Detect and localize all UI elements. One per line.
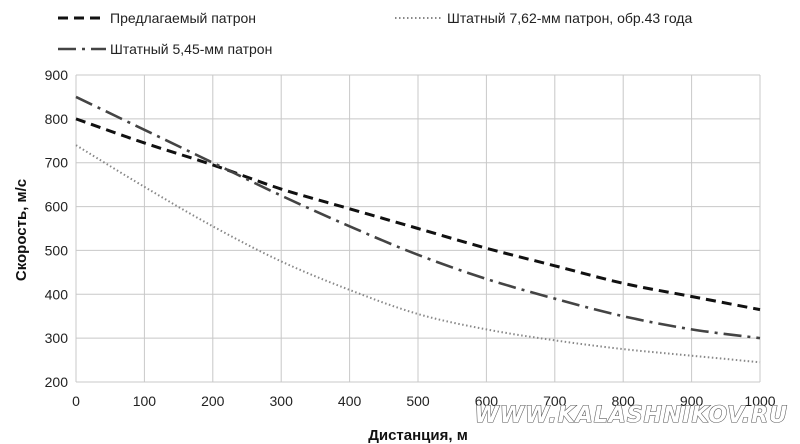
- legend-label-2: Штатный 7,62-мм патрон, обр.43 года: [447, 10, 692, 26]
- watermark: WWW.KALASHNIKOV.RU: [474, 403, 788, 428]
- x-tick-label: 900: [680, 393, 704, 409]
- y-tick-label: 900: [45, 67, 69, 83]
- x-tick-label: 700: [543, 393, 567, 409]
- y-tick-label: 300: [45, 330, 69, 346]
- y-tick-label: 200: [45, 374, 69, 390]
- x-tick-label: 600: [475, 393, 499, 409]
- y-tick-label: 600: [45, 199, 69, 215]
- x-tick-label: 300: [270, 393, 294, 409]
- x-axis-title: Дистанция, м: [368, 427, 468, 444]
- x-tick-label: 100: [133, 393, 157, 409]
- x-tick-label: 800: [612, 393, 636, 409]
- x-tick-label: 200: [201, 393, 225, 409]
- x-tick-label: 400: [338, 393, 362, 409]
- series-line-3: [75, 95, 761, 340]
- y-tick-labels: 200 300 400 500 600 700 800 900: [45, 67, 69, 390]
- x-tick-label: 0: [72, 393, 80, 409]
- legend: Предлагаемый патрон Штатный 7,62-мм патро…: [58, 10, 692, 57]
- series-line-1: [75, 117, 761, 312]
- legend-label-3: Штатный 5,45-мм патрон: [110, 41, 272, 57]
- y-tick-label: 500: [45, 242, 69, 258]
- y-tick-label: 800: [45, 111, 69, 127]
- x-tick-label: 1000: [744, 393, 775, 409]
- x-tick-labels: 0 100 200 300 400 500 600 700 800 900 1000: [72, 393, 776, 409]
- x-tick-label: 500: [406, 393, 430, 409]
- y-tick-label: 700: [45, 155, 69, 171]
- series-lines: [75, 95, 761, 364]
- y-axis-title: Скорость, м/с: [13, 179, 30, 281]
- y-tick-label: 400: [45, 286, 69, 302]
- legend-label-1: Предлагаемый патрон: [110, 10, 256, 26]
